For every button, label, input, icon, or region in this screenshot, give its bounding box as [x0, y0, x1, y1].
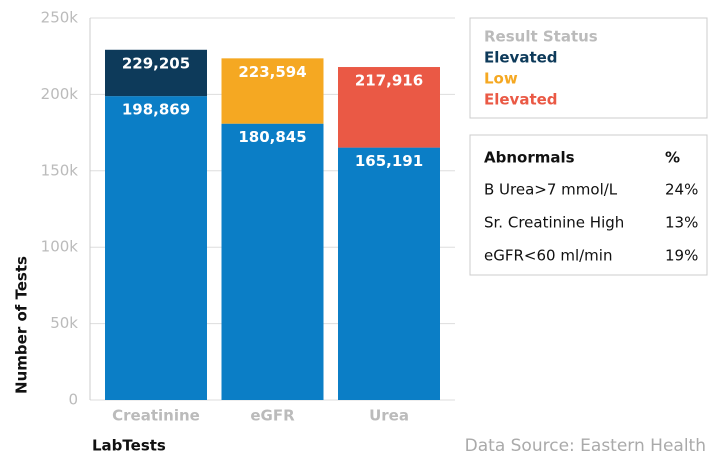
value-label: 165,191	[355, 152, 423, 170]
table-cell: Sr. Creatinine High	[484, 214, 624, 232]
source: Data Source: Eastern Health	[465, 436, 706, 456]
x-tick-label: Urea	[369, 407, 409, 425]
legend-entry: Elevated	[484, 91, 558, 109]
legend-entry: Elevated	[484, 49, 558, 67]
legend-entry: Low	[484, 70, 518, 88]
x-tick-label: Creatinine	[112, 407, 200, 425]
bar-segment	[105, 49, 207, 97]
bar-segment	[338, 67, 440, 148]
y-tick-label: 0	[68, 391, 78, 409]
legend-box	[469, 17, 708, 119]
total-label: 229,205	[122, 54, 190, 72]
table-header: %	[665, 149, 680, 167]
y-axis-label: Number of Tests	[13, 256, 31, 394]
x-tick-label: eGFR	[250, 407, 295, 425]
table-box	[469, 134, 708, 276]
table-cell: eGFR<60 ml/min	[484, 247, 612, 265]
y-tick-label: 150k	[41, 161, 79, 179]
bar-segment	[221, 123, 324, 401]
bar-segment	[221, 58, 324, 124]
y-tick-label: 100k	[41, 238, 79, 256]
table-cell: 13%	[665, 214, 698, 232]
x-axis-label: LabTests	[92, 437, 166, 455]
table-header: Abnormals	[484, 149, 575, 167]
y-tick-label: 200k	[41, 85, 79, 103]
value-label: 198,869	[122, 101, 190, 119]
table-cell: B Urea>7 mmol/L	[484, 181, 618, 199]
bar-segment	[105, 96, 207, 400]
table-cell: 24%	[665, 181, 698, 199]
value-label: 180,845	[238, 128, 306, 146]
y-tick-label: 50k	[50, 314, 78, 332]
total-label: 217,916	[355, 72, 423, 90]
y-tick-label: 250k	[41, 9, 79, 27]
legend-title: Result Status	[484, 28, 598, 46]
total-label: 223,594	[238, 63, 306, 81]
table-cell: 19%	[665, 247, 698, 265]
bar-segment	[338, 147, 440, 400]
